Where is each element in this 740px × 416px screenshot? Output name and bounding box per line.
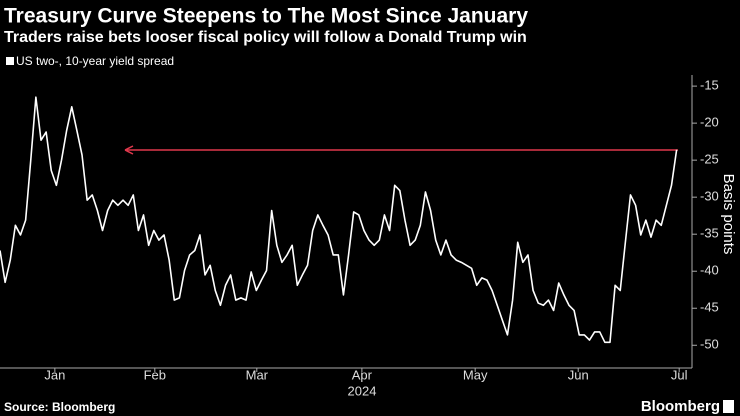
x-tick-label: Jan bbox=[44, 367, 65, 382]
brand: Bloomberg bbox=[641, 398, 720, 415]
chart-title: Treasury Curve Steepens to The Most Sinc… bbox=[4, 5, 528, 28]
x-tick-label: Apr bbox=[352, 367, 373, 382]
legend-label: US two-, 10-year yield spread bbox=[16, 54, 174, 68]
arrow-head bbox=[124, 145, 134, 155]
y-tick-label: -35 bbox=[700, 226, 719, 241]
legend-swatch bbox=[6, 57, 14, 65]
chart-subtitle: Traders raise bets looser fiscal policy … bbox=[4, 29, 527, 46]
x-tick-label: May bbox=[463, 367, 488, 382]
x-tick-label: Jun bbox=[568, 367, 589, 382]
y-tick-label: -50 bbox=[700, 337, 719, 352]
x-tick-label: Feb bbox=[144, 367, 166, 382]
brand-icon bbox=[723, 400, 734, 413]
x-tick-label: Jul bbox=[671, 367, 688, 382]
x-tick-label: Mar bbox=[246, 367, 269, 382]
y-tick-label: -20 bbox=[700, 115, 719, 130]
line-series bbox=[0, 96, 678, 344]
source: Source: Bloomberg bbox=[4, 400, 115, 414]
x-axis-label: 2024 bbox=[348, 383, 377, 398]
y-tick-label: -40 bbox=[700, 263, 719, 278]
y-tick-label: -15 bbox=[700, 78, 719, 93]
y-tick-label: -30 bbox=[700, 189, 719, 204]
y-tick-label: -25 bbox=[700, 152, 719, 167]
y-axis-label: Basis points bbox=[720, 174, 737, 255]
y-tick-label: -45 bbox=[700, 300, 719, 315]
